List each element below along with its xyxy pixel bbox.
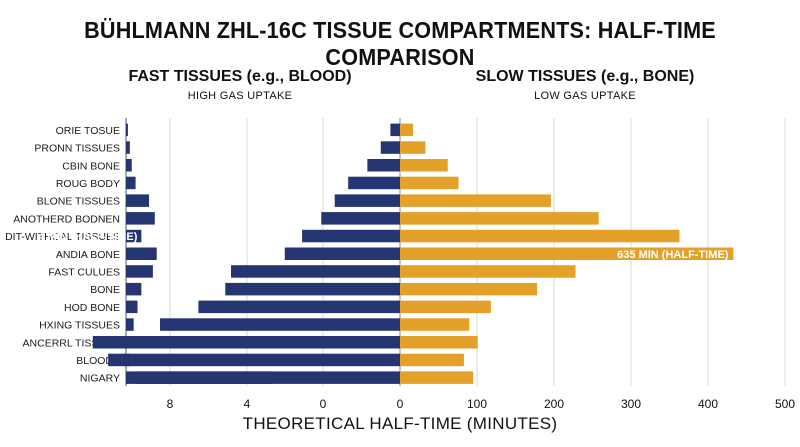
slow-tissue-bar xyxy=(400,265,576,278)
fast-tissue-outer-bar xyxy=(126,247,157,260)
slow-tissue-bar xyxy=(400,247,734,260)
slow-tissue-bar xyxy=(400,336,478,349)
fast-tissue-bar xyxy=(334,194,400,207)
slow-tissue-bar xyxy=(400,141,426,154)
fast-tissue-bar xyxy=(284,247,400,260)
category-label: DIT-WITHOAL TISSUES xyxy=(5,231,120,243)
category-label: FAST CULUES xyxy=(48,266,120,278)
slow-tissue-bar xyxy=(400,212,599,225)
annotation-slow-half-time: 635 MIN (HALF-TIME) xyxy=(617,249,729,261)
x-tick-label: 8 xyxy=(167,397,174,411)
fast-tissue-outer-bar xyxy=(126,141,130,154)
slow-tissue-bar xyxy=(400,176,459,190)
fast-tissue-outer-bar xyxy=(126,159,132,172)
fast-tissue-outer-bar xyxy=(126,194,150,207)
fast-tissue-bar xyxy=(225,282,400,296)
slow-tissue-bar xyxy=(400,194,551,207)
right-panel-subheading: LOW GAS UPTAKE xyxy=(534,90,636,102)
left-panel-subheading: HIGH GAS UPTAKE xyxy=(187,90,293,102)
fast-tissue-outer-bar xyxy=(126,212,155,225)
fast-tissue-bar xyxy=(321,212,400,225)
fast-tissue-outer-bar xyxy=(126,318,134,331)
right-panel-heading: SLOW TISSUES (e.g., BONE) xyxy=(475,68,695,85)
fast-tissue-outer-bar xyxy=(126,282,142,296)
category-label: HXING TISSUES xyxy=(39,320,120,332)
fast-tissue-bar xyxy=(108,353,400,367)
category-label: ANDIA BONE xyxy=(56,249,120,261)
x-tick-label: 4 xyxy=(244,397,251,411)
left-panel-heading: FAST TISSUES (e.g., BLOOD) xyxy=(128,68,352,85)
right-panel-header: SLOW TISSUES (e.g., BONE) LOW GAS UPTAKE xyxy=(455,68,715,102)
category-label: HOD BONE xyxy=(64,302,120,314)
x-axis-label: THEORETICAL HALF-TIME (MINUTES) xyxy=(242,414,558,433)
slow-tissue-bar xyxy=(400,282,538,296)
fast-tissue-outer-bar xyxy=(126,176,136,190)
left-panel-header: FAST TISSUES (e.g., BLOOD) HIGH GAS UPTA… xyxy=(110,68,370,102)
fast-tissue-outer-bar xyxy=(126,123,128,137)
chart-title: BÜHLMANN ZHL-16C TISSUE COMPARTMENTS: HA… xyxy=(84,17,716,70)
x-tick-label: 400 xyxy=(698,397,718,411)
slow-tissue-bar xyxy=(400,371,474,384)
slow-tissue-bar xyxy=(400,229,680,243)
category-label: NIGARY xyxy=(80,373,120,385)
annotation-fast-half-time: 4 MIN (HALF-TIME) xyxy=(38,231,137,243)
slow-tissue-bar xyxy=(400,318,470,331)
x-tick-label: 300 xyxy=(621,397,641,411)
category-label: ROUG BODY xyxy=(56,178,120,190)
category-label: CBIN BONE xyxy=(62,160,120,172)
fast-tissue-bar xyxy=(231,265,400,278)
x-tick-label: 200 xyxy=(544,397,564,411)
slow-tissue-bar xyxy=(400,123,414,137)
slow-tissue-bar xyxy=(400,159,448,172)
fast-tissue-bar xyxy=(198,300,400,314)
x-tick-label: 0 xyxy=(397,397,404,411)
x-tick-label: 100 xyxy=(467,397,487,411)
category-label: ANOTHERD BODNEN xyxy=(13,213,120,225)
x-tick-label: 500 xyxy=(775,397,795,411)
category-label: BONE xyxy=(90,284,120,296)
fast-tissue-outer-bar xyxy=(126,300,138,314)
fast-tissue-outer-bar xyxy=(126,265,153,278)
category-label: PRONN TISSUES xyxy=(34,143,120,155)
x-tick-label: 0 xyxy=(320,397,327,411)
slow-tissue-bar xyxy=(400,300,491,314)
fast-tissue-bar xyxy=(160,318,400,331)
fast-tissue-bar xyxy=(380,141,400,154)
category-label: BLONE TISSUES xyxy=(37,196,120,208)
fast-tissue-bar xyxy=(390,123,400,137)
fast-tissue-bar xyxy=(367,159,400,172)
fast-tissue-bar xyxy=(135,371,401,384)
fast-tissue-bar xyxy=(92,336,401,349)
fast-tissue-bar xyxy=(348,176,400,190)
slow-tissue-bar xyxy=(400,353,464,367)
fast-tissue-outer-bar xyxy=(126,229,142,243)
category-label: ORIE TOSUE xyxy=(56,125,120,137)
fast-tissue-bar xyxy=(302,229,400,243)
